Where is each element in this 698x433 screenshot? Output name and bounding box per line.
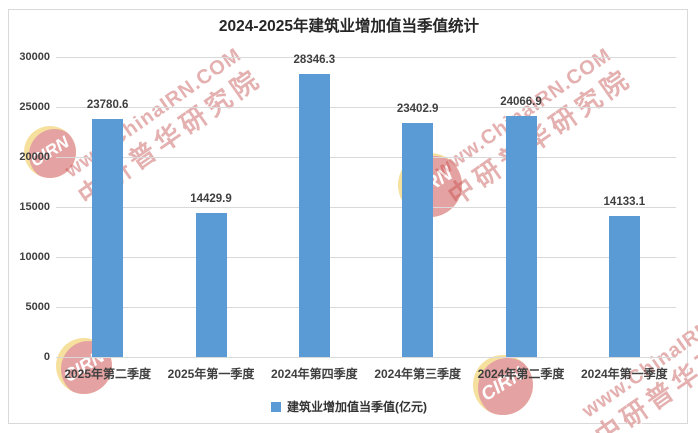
x-axis-category-label: 2024年第三季度	[374, 367, 462, 381]
chart-title: 2024-2025年建筑业增加值当季值统计	[218, 18, 480, 35]
y-axis-tick-label: 0	[43, 351, 50, 363]
bar-value-label: 14133.1	[603, 195, 646, 208]
bar-value-label: 28346.3	[293, 53, 336, 66]
chart-border	[8, 9, 688, 424]
x-axis-category-label: 2024年第一季度	[580, 367, 668, 381]
bar-value-label: 23402.9	[396, 102, 439, 115]
gridline	[56, 157, 676, 158]
legend-marker-icon	[271, 401, 281, 412]
y-axis-tick-label: 10000	[19, 251, 50, 263]
y-axis-tick-label: 5000	[25, 301, 50, 313]
y-axis-tick-label: 20000	[19, 151, 50, 163]
bar-value-label: 23780.6	[86, 99, 129, 112]
legend: 建筑业增加值当季值(亿元)	[0, 398, 698, 415]
x-axis-category-label: 2025年第一季度	[167, 367, 255, 381]
bar	[608, 215, 640, 357]
bar	[402, 122, 434, 357]
x-axis-category-label: 2024年第二季度	[477, 367, 565, 381]
gridline	[56, 107, 676, 108]
bar	[505, 116, 537, 357]
gridline	[56, 257, 676, 258]
bar	[195, 212, 227, 357]
bar	[92, 119, 124, 357]
y-axis-tick-label: 15000	[19, 201, 50, 213]
gridline	[56, 207, 676, 208]
y-axis-tick-label: 30000	[19, 51, 50, 63]
legend-label: 建筑业增加值当季值(亿元)	[287, 400, 427, 414]
bar-value-label: 14429.9	[190, 192, 232, 205]
bar-value-label: 24066.9	[500, 96, 542, 109]
bar	[298, 73, 330, 357]
x-axis-category-label: 2024年第四季度	[270, 367, 358, 381]
gridline	[56, 307, 676, 308]
gridline	[56, 357, 676, 358]
y-axis-tick-label: 25000	[19, 101, 50, 113]
x-axis-category-label: 2025年第二季度	[64, 367, 152, 381]
gridline	[56, 57, 676, 58]
plot-area: 30000 25000 20000 15000 10000 5000 0 23780.6 202…	[19, 51, 676, 381]
